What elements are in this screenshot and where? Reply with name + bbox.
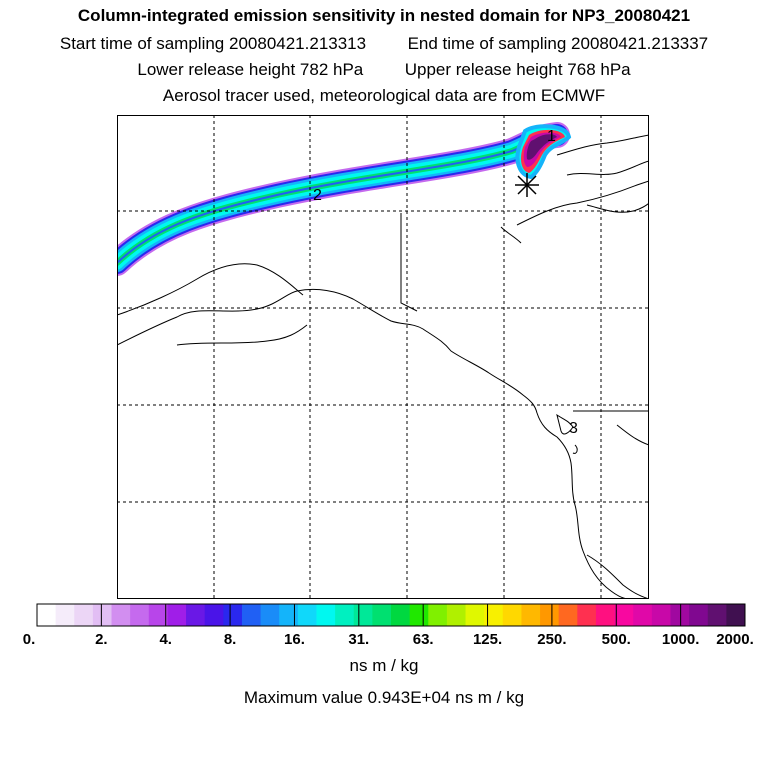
colorbar-swatch [409,604,429,626]
colorbar: 0. 2. 4. 8. 16. 31. 63. 125. 250. 500. 1000. 2000. [23,603,754,648]
day-marker-2: 2 [313,187,322,204]
colorbar-tick-label: 16. [284,631,305,648]
colorbar-swatch [167,604,187,626]
colorbar-swatch [260,604,280,626]
colorbar-swatch [540,604,560,626]
day-marker-1: 1 [547,128,556,145]
start-time-value: 20080421.213313 [229,34,367,53]
colorbar-tick-label: 31. [348,631,369,648]
sampling-times: Start time of sampling 20080421.213313 E… [0,34,768,54]
colorbar-swatch [633,604,653,626]
colorbar-swatch [316,604,336,626]
colorbar-tick-label: 250. [537,631,566,648]
colorbar-swatch [614,604,634,626]
colorbar-swatch [335,604,355,626]
colorbar-swatch [186,604,206,626]
colorbar-swatch [521,604,541,626]
colorbar-swatch [465,604,485,626]
graticule [117,115,649,599]
colorbar-swatch [297,604,317,626]
start-time-label: Start time of sampling [59,34,225,53]
colorbar-swatch [391,604,411,626]
colorbar-swatch [241,604,262,626]
colorbar-swatch [558,604,578,626]
colorbar-swatch [577,604,597,626]
colorbar-tick-label: 63. [413,631,434,648]
colorbar-units: ns m / kg [349,656,419,675]
colorbar-tick-label: 8. [224,631,237,648]
colorbar-tick-label: 0. [23,631,36,648]
end-time-label: End time of sampling [407,34,567,53]
end-time-value: 20080421.213337 [571,34,709,53]
colorbar-swatch [353,604,373,626]
upper-height-label: Upper release height [404,60,563,79]
colorbar-swatch [502,604,522,626]
day-marker-3: 3 [569,420,578,437]
coastlines [117,134,649,599]
map-panel: 1 2 3 [117,115,649,599]
colorbar-swatch [726,604,746,626]
colorbar-tick-label: 500. [602,631,631,648]
colorbar-swatch [111,604,131,626]
colorbar-swatch [484,604,504,626]
colorbar-tick-label: 1000. [662,631,700,648]
colorbar-swatch [204,604,224,626]
colorbar-swatch [55,604,75,626]
colorbar-swatch [595,604,616,626]
release-location-star [515,173,539,197]
lower-height-label: Lower release height [137,60,296,79]
colorbar-swatch [37,604,57,626]
tracer-note: Aerosol tracer used, meteorological data… [162,86,606,105]
colorbar-swatch [130,604,150,626]
plume-source-region [515,124,572,180]
colorbar-swatch [74,604,94,626]
lower-height-value: 782 hPa [299,60,364,79]
colorbar-swatch [148,604,168,626]
colorbar-ticks: 0. 2. 4. 8. 16. 31. 63. 125. 250. 500. 1000. 2000. [23,604,754,648]
colorbar-swatch [372,604,392,626]
colorbar-tick-label: 125. [473,631,502,648]
max-units: ns m / kg [455,688,525,707]
colorbar-swatch [446,604,467,626]
plot-title: Column-integrated emission sensitivity i… [77,6,691,25]
max-label: Maximum value [243,688,363,707]
colorbar-tick-label: 4. [159,631,172,648]
colorbar-swatch [279,604,299,626]
colorbar-swatch [92,604,113,626]
colorbar-swatch [689,604,709,626]
colorbar-swatches [36,603,746,627]
colorbar-swatch [223,604,243,626]
colorbar-swatch [670,604,690,626]
colorbar-swatch [651,604,671,626]
colorbar-tick-label: 2000. [716,631,754,648]
release-heights: Lower release height 782 hPa Upper relea… [0,60,768,80]
colorbar-swatch [428,604,448,626]
upper-height-value: 768 hPa [567,60,631,79]
colorbar-tick-label: 2. [95,631,108,648]
maximum-value: Maximum value 0.943E+04 ns m / kg [0,688,768,708]
max-value: 0.943E+04 [367,688,451,707]
colorbar-swatch [707,604,727,626]
